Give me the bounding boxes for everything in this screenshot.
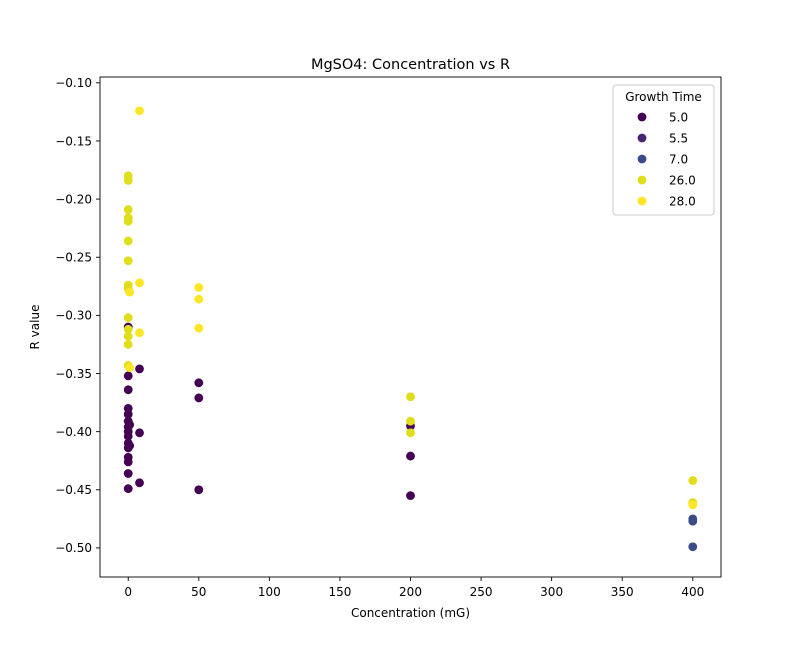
data-point <box>194 323 204 333</box>
data-point <box>125 441 135 451</box>
data-point <box>123 457 133 467</box>
y-axis-ticks: −0.10 −0.15 −0.20 −0.25 −0.30 −0.35 −0.40 −0.45… <box>55 76 100 555</box>
y-axis-label: R value <box>28 305 42 350</box>
legend-label: 5.5 <box>669 131 688 145</box>
data-point <box>194 283 204 292</box>
y-tick-label: −0.30 <box>55 309 92 323</box>
data-point <box>406 392 415 402</box>
data-point <box>123 313 133 323</box>
chart-title: MgSO4: Concentration vs R <box>311 57 510 73</box>
data-point <box>123 216 133 226</box>
data-point <box>123 256 133 266</box>
data-point <box>406 451 415 461</box>
data-points <box>123 106 698 552</box>
data-point <box>688 500 698 510</box>
legend-marker <box>637 112 647 122</box>
data-point <box>406 416 415 426</box>
data-point <box>123 385 133 395</box>
data-point <box>125 287 135 297</box>
data-point <box>123 409 133 419</box>
y-tick-label: −0.50 <box>55 541 92 555</box>
x-tick-label: 300 <box>540 585 563 599</box>
y-tick-label: −0.45 <box>55 483 92 497</box>
data-point <box>688 476 698 485</box>
data-point <box>123 331 133 341</box>
data-point <box>688 542 698 552</box>
data-point <box>406 491 415 501</box>
legend: Growth Time 5.0 5.5 7.0 26.0 28.0 <box>612 84 715 216</box>
y-tick-label: −0.15 <box>55 134 92 148</box>
legend-label: 26.0 <box>669 173 696 187</box>
data-point <box>125 363 135 373</box>
data-point <box>194 294 204 304</box>
x-tick-label: 100 <box>258 585 281 599</box>
data-point <box>123 176 133 185</box>
legend-marker <box>637 175 647 185</box>
data-point <box>125 420 135 430</box>
y-tick-label: −0.20 <box>55 192 92 206</box>
data-point <box>688 516 698 526</box>
data-point <box>135 278 144 288</box>
x-tick-label: 50 <box>191 585 206 599</box>
data-point <box>194 485 204 495</box>
data-point <box>123 431 133 441</box>
data-point <box>135 364 144 374</box>
x-tick-label: 0 <box>124 585 132 599</box>
data-point <box>194 393 204 403</box>
legend-label: 28.0 <box>669 194 696 208</box>
legend-title: Growth Time <box>625 90 702 104</box>
data-point <box>123 484 133 494</box>
x-axis-ticks: 0 50 100 150 200 250 300 350 400 <box>124 577 704 599</box>
data-point <box>123 469 133 478</box>
data-point <box>123 340 133 349</box>
data-point <box>123 205 133 214</box>
x-tick-label: 200 <box>399 585 422 599</box>
x-tick-label: 400 <box>681 585 704 599</box>
x-tick-label: 250 <box>470 585 493 599</box>
legend-marker <box>637 133 647 143</box>
data-point <box>135 478 144 488</box>
data-point <box>123 236 133 246</box>
data-point <box>135 328 144 338</box>
x-tick-label: 350 <box>611 585 634 599</box>
y-tick-label: −0.10 <box>55 76 92 90</box>
plot-frame <box>99 76 722 578</box>
legend-label: 5.0 <box>669 110 688 124</box>
x-axis-label: Concentration (mG) <box>351 606 470 620</box>
x-tick-label: 150 <box>328 585 351 599</box>
legend-marker <box>637 154 647 164</box>
data-point <box>135 428 144 438</box>
data-point <box>406 428 415 438</box>
legend-box <box>612 84 715 216</box>
y-tick-label: −0.35 <box>55 367 92 381</box>
data-point <box>135 106 144 116</box>
y-tick-label: −0.25 <box>55 251 92 265</box>
y-tick-label: −0.40 <box>55 425 92 439</box>
legend-entries: 5.0 5.5 7.0 26.0 28.0 <box>637 110 696 208</box>
legend-marker <box>637 196 647 206</box>
legend-label: 7.0 <box>669 152 688 166</box>
data-point <box>123 324 133 334</box>
data-point <box>194 378 204 388</box>
data-point <box>123 371 133 381</box>
